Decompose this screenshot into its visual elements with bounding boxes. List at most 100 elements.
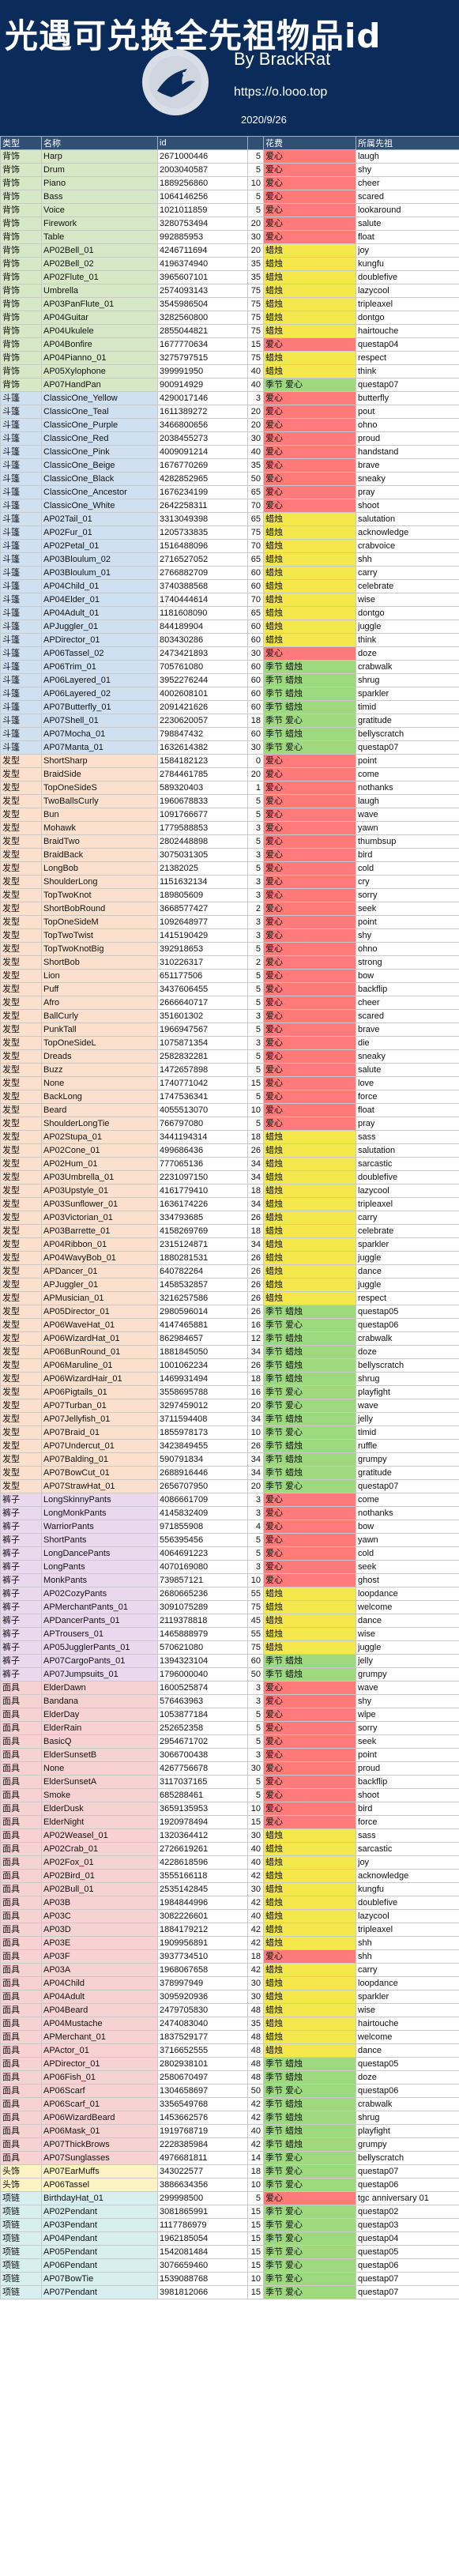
cell-type: 面具 xyxy=(0,1788,42,1802)
cell-ancestor: hairtouche xyxy=(356,2017,459,2031)
cell-name: LongMonkPants xyxy=(41,1506,158,1520)
cell-name: Buzz xyxy=(41,1063,158,1077)
cell-cost: 爱心 xyxy=(263,1788,356,1802)
cell-id: 1919768719 xyxy=(157,2124,248,2138)
table-row: 发型 Buzz 1472657898 5 爱心 salute xyxy=(0,1063,459,1077)
cell-name: AP02Bird_01 xyxy=(41,1869,158,1883)
cell-ancestor: sass xyxy=(356,1130,459,1144)
cell-amount: 16 xyxy=(247,1318,264,1332)
table-row: 背饰 Harp 2671000446 5 爱心 laugh xyxy=(0,149,459,164)
cell-id: 2231097150 xyxy=(157,1170,248,1184)
table-row: 面具 None 4267756678 30 爱心 proud xyxy=(0,1761,459,1776)
cell-type: 裤子 xyxy=(0,1546,42,1561)
table-row: 发型 Puff 3437606455 5 爱心 backflip xyxy=(0,982,459,996)
cell-type: 面具 xyxy=(0,1694,42,1708)
cell-ancestor: laugh xyxy=(356,149,459,164)
cell-id: 3886634356 xyxy=(157,2178,248,2192)
cell-ancestor: questap07 xyxy=(356,2285,459,2299)
cell-name: AP04Mustache xyxy=(41,2017,158,2031)
site-url[interactable]: https://o.looo.top xyxy=(234,85,328,99)
cell-type: 面具 xyxy=(0,2097,42,2111)
table-row: 裤子 LongDancePants 4064691223 5 爱心 cold xyxy=(0,1546,459,1561)
cell-id: 3740388568 xyxy=(157,579,248,593)
table-row: 发型 AP07Undercut_01 3423849455 26 季节 蜡烛 ruffle xyxy=(0,1439,459,1453)
table-row: 背饰 AP03PanFlute_01 3545986504 75 蜡烛 tripleaxe… xyxy=(0,297,459,311)
cell-amount: 5 xyxy=(247,190,264,204)
cell-id: 310226317 xyxy=(157,955,248,970)
cell-type: 发型 xyxy=(0,1076,42,1090)
table-row: 裤子 APMerchantPants_01 3091075289 75 蜡烛 welcom… xyxy=(0,1600,459,1614)
cell-id: 2582832281 xyxy=(157,1049,248,1064)
cell-id: 3423849455 xyxy=(157,1439,248,1453)
cell-id: 1181608090 xyxy=(157,606,248,620)
cell-ancestor: jelly xyxy=(356,1654,459,1668)
cell-id: 2642258311 xyxy=(157,499,248,513)
cell-type: 发型 xyxy=(0,996,42,1010)
cell-cost: 爱心 xyxy=(263,1694,356,1708)
cell-name: AP02Weasel_01 xyxy=(41,1828,158,1843)
cell-id: 1600525874 xyxy=(157,1681,248,1695)
cell-name: BirthdayHat_01 xyxy=(41,2191,158,2205)
cell-cost: 蜡烛 xyxy=(263,297,356,311)
table-row: 发型 AP07StrawHat_01 2656707950 20 季节 爱心 questa… xyxy=(0,1479,459,1493)
cell-name: AP02Fur_01 xyxy=(41,525,158,540)
cell-cost: 爱心 xyxy=(263,955,356,970)
cell-name: AP03Bloulum_01 xyxy=(41,566,158,580)
cell-amount: 35 xyxy=(247,2017,264,2031)
table-row: 背饰 AP02Bell_01 4246711694 20 蜡烛 joy xyxy=(0,243,459,258)
table-row: 面具 APMerchant_01 1837529177 48 蜡烛 welcome xyxy=(0,2030,459,2044)
table-row: 发型 Lion 651177506 5 爱心 bow xyxy=(0,969,459,983)
cell-name: AP06Trim_01 xyxy=(41,660,158,674)
cell-type: 发型 xyxy=(0,848,42,862)
cell-ancestor: wipe xyxy=(356,1708,459,1722)
cell-type: 斗篷 xyxy=(0,405,42,419)
cell-name: APActor_01 xyxy=(41,2043,158,2058)
cell-id: 3297459012 xyxy=(157,1399,248,1413)
cell-name: Piano xyxy=(41,176,158,190)
cell-type: 斗篷 xyxy=(0,620,42,634)
cell-cost: 季节 爱心 xyxy=(263,378,356,392)
cell-ancestor: yawn xyxy=(356,1533,459,1547)
table-row: 背饰 Umbrella 2574093143 75 蜡烛 lazycool xyxy=(0,284,459,298)
cell-name: None xyxy=(41,1761,158,1776)
cell-id: 1740771042 xyxy=(157,1076,248,1090)
cell-type: 发型 xyxy=(0,1224,42,1238)
cell-cost: 蜡烛 xyxy=(263,1211,356,1225)
cell-id: 1611389272 xyxy=(157,405,248,419)
cell-ancestor: point xyxy=(356,1748,459,1762)
cell-amount: 5 xyxy=(247,203,264,217)
cell-ancestor: questap06 xyxy=(356,1318,459,1332)
table-row: 斗篷 AP02Petal_01 1516488096 70 蜡烛 crabvoice xyxy=(0,539,459,553)
cell-cost: 蜡烛 xyxy=(263,1130,356,1144)
table-row: 面具 APActor_01 3716652555 48 蜡烛 dance xyxy=(0,2043,459,2058)
cell-type: 裤子 xyxy=(0,1573,42,1587)
cell-ancestor: questap05 xyxy=(356,2245,459,2259)
cell-name: Bass xyxy=(41,190,158,204)
cell-name: Harp xyxy=(41,149,158,164)
cell-name: AP06Tassel xyxy=(41,2178,158,2192)
cell-cost: 季节 蜡烛 xyxy=(263,673,356,687)
cell-ancestor: doze xyxy=(356,1345,459,1359)
cell-ancestor: scared xyxy=(356,1009,459,1023)
cell-cost: 爱心 xyxy=(263,499,356,513)
cell-ancestor: dance xyxy=(356,1264,459,1279)
cell-type: 面具 xyxy=(0,1775,42,1789)
table-row: 斗篷 AP02Tail_01 3313049398 65 蜡烛 salutation xyxy=(0,512,459,526)
cell-cost: 蜡烛 xyxy=(263,1627,356,1641)
cell-ancestor: questap07 xyxy=(356,2272,459,2286)
cell-ancestor: juggle xyxy=(356,620,459,634)
cell-ancestor: doublefive xyxy=(356,270,459,284)
table-row: 背饰 Voice 1021011859 5 爱心 lookaround xyxy=(0,203,459,217)
cell-cost: 爱心 xyxy=(263,781,356,795)
table-row: 斗篷 APDirector_01 803430286 60 蜡烛 think xyxy=(0,633,459,647)
bird-silhouette-icon xyxy=(142,49,209,115)
cell-ancestor: cry xyxy=(356,875,459,889)
cell-amount: 1 xyxy=(247,781,264,795)
cell-name: AP06WizardBeard xyxy=(41,2111,158,2125)
cell-name: AP05Xylophone xyxy=(41,364,158,378)
cell-type: 发型 xyxy=(0,834,42,849)
cell-amount: 60 xyxy=(247,727,264,741)
cell-cost: 爱心 xyxy=(263,445,356,459)
cell-amount: 3 xyxy=(247,1748,264,1762)
cell-amount: 12 xyxy=(247,1331,264,1346)
